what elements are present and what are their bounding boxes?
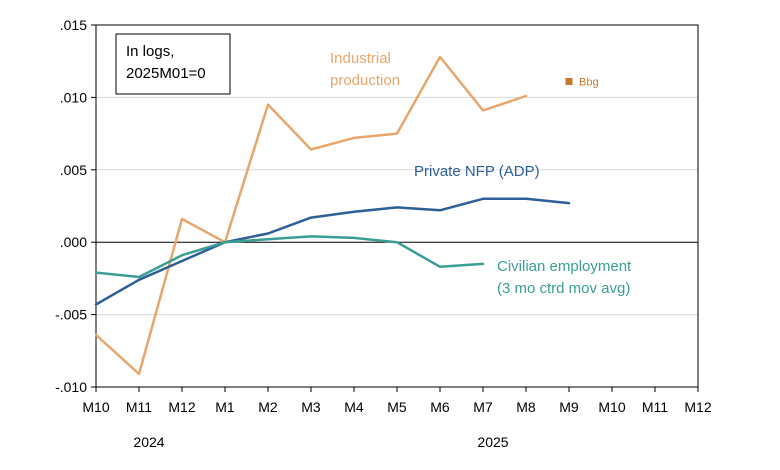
note-text: 2025M01=0	[126, 65, 206, 82]
x-tick-label: M11	[642, 399, 668, 415]
note-box: In logs, 2025M01=0	[115, 33, 231, 95]
x-tick-label: M10	[82, 399, 109, 415]
x-tick-label: M12	[168, 399, 195, 415]
series-line-2	[94, 197, 571, 306]
y-tick-label: -.005	[55, 307, 87, 323]
bbg-marker	[565, 77, 573, 85]
y-tick-label: -.010	[55, 379, 87, 395]
x-tick-label: M3	[301, 399, 321, 415]
x-tick-label: M8	[516, 399, 536, 415]
x-tick-label: M7	[473, 399, 493, 415]
axes: .015 .010 .005 .000 -.005 -.010 M10 M11 M12 M1 M2 M…	[55, 17, 712, 450]
x-tick-label: M12	[684, 399, 711, 415]
y-tick-label: .015	[60, 17, 87, 33]
y-tick-label: .010	[60, 89, 87, 105]
x-tick-label: M9	[559, 399, 579, 415]
series-label: (3 mo ctrd mov avg)	[497, 280, 630, 297]
series-line-3	[94, 235, 485, 279]
y-tick-label: .000	[60, 234, 87, 250]
x-tick-label: M10	[598, 399, 625, 415]
year-label: 2024	[133, 434, 164, 450]
x-tick-label: M6	[430, 399, 450, 415]
series-label: Civilian employment	[497, 258, 632, 275]
bbg-label: Bbg	[579, 76, 599, 88]
series-lines	[94, 55, 573, 376]
x-tick-label: M11	[126, 399, 152, 415]
x-tick-label: M4	[344, 399, 364, 415]
year-label: 2025	[477, 434, 508, 450]
note-box-frame	[115, 33, 231, 95]
note-text: In logs,	[126, 43, 174, 60]
series-line-1	[94, 55, 528, 376]
x-tick-label: M2	[258, 399, 278, 415]
x-tick-label: M5	[387, 399, 407, 415]
y-tick-label: .005	[60, 162, 87, 178]
series-label: Private NFP (ADP)	[414, 163, 540, 180]
series-label: production	[330, 72, 400, 89]
series-label: Industrial	[330, 50, 391, 67]
x-tick-label: M1	[215, 399, 235, 415]
series-labels: Industrial production Private NFP (ADP) Civ…	[330, 50, 632, 297]
